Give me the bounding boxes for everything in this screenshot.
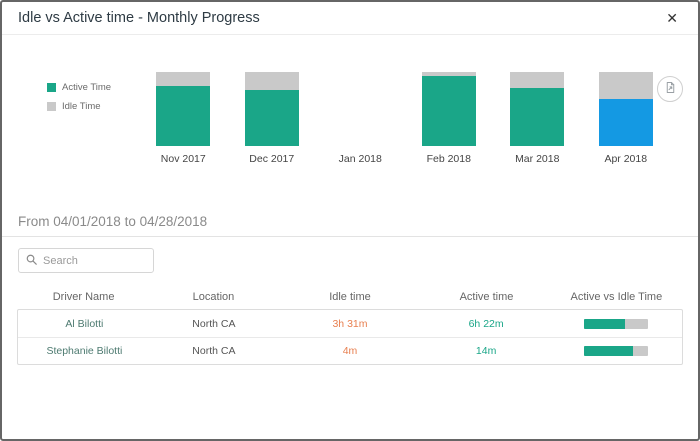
legend-label: Active Time — [62, 82, 112, 93]
bar-slot-nov-2017: Nov 2017 — [139, 72, 228, 165]
active-vs-idle-cell — [549, 318, 682, 329]
period-label: From 04/01/2018 to 04/28/2018 — [18, 214, 208, 229]
location-cell: North CA — [192, 345, 236, 357]
chart-bars: Nov 2017 Dec 2017 Jan 2018 Feb 2018 Mar 2018… — [139, 72, 670, 165]
legend-label: Idle Time — [62, 101, 101, 112]
stacked-bar[interactable] — [510, 72, 565, 146]
bar-space — [333, 72, 387, 146]
location-cell: North CA — [192, 317, 236, 330]
table-rows: Al Bilotti North CA 3h 31m 6h 22m Stephanie … — [17, 309, 683, 365]
bar-space — [156, 72, 211, 146]
export-report-icon — [664, 81, 677, 97]
bar-label: Feb 2018 — [426, 153, 471, 165]
bar-label: Jan 2018 — [338, 153, 382, 165]
monthly-progress-chart: Active Time Idle Time Nov 2017 Dec 2017 Jan… — [2, 72, 698, 205]
bar-space — [598, 72, 653, 146]
column-header-idle-time: Idle time — [329, 291, 371, 303]
active-vs-idle-bar — [583, 346, 648, 356]
export-report-button[interactable] — [657, 76, 683, 102]
search-input[interactable] — [43, 254, 146, 267]
period-row: From 04/01/2018 to 04/28/2018 — [2, 205, 698, 236]
bar-label: Mar 2018 — [515, 153, 560, 165]
active-time-cell: 14m — [475, 345, 497, 357]
idle-segment — [156, 72, 211, 87]
idle-segment — [510, 72, 565, 88]
bar-slot-dec-2017: Dec 2017 — [228, 72, 317, 165]
bar-space — [510, 72, 565, 146]
stacked-bar[interactable] — [244, 72, 299, 146]
dialog-header: Idle vs Active time - Monthly Progress ✕ — [2, 2, 698, 35]
active-vs-idle-cell — [549, 346, 682, 356]
active-fill — [583, 318, 625, 329]
legend-swatch-icon — [47, 83, 56, 92]
bar-slot-jan-2018: Jan 2018 — [316, 72, 405, 165]
idle-time-cell: 3h 31m — [332, 317, 368, 330]
idle-segment — [421, 72, 476, 76]
stacked-bar[interactable] — [598, 72, 653, 146]
table-row[interactable]: Al Bilotti North CA 3h 31m 6h 22m — [18, 310, 682, 337]
bar-space — [421, 72, 476, 146]
table-header-row: Driver Name Location Idle time Active time A… — [17, 285, 683, 309]
bar-label: Nov 2017 — [160, 153, 206, 165]
stacked-bar[interactable] — [421, 72, 476, 146]
column-header-active-time: Active time — [459, 291, 514, 303]
bar-slot-mar-2018: Mar 2018 — [493, 72, 582, 165]
search-box — [18, 248, 154, 273]
table-row[interactable]: Stephanie Bilotti North CA 4m 14m — [18, 337, 682, 364]
bar-label: Apr 2018 — [604, 153, 648, 165]
close-button[interactable]: ✕ — [660, 7, 684, 29]
bar-slot-feb-2018: Feb 2018 — [405, 72, 494, 165]
driver-name-cell: Al Bilotti — [65, 317, 104, 330]
active-fill — [583, 346, 634, 356]
bar-label: Dec 2017 — [249, 153, 295, 165]
bar-slot-apr-2018: Apr 2018 — [582, 72, 671, 165]
column-header-location: Location — [192, 291, 235, 303]
idle-segment — [598, 72, 653, 99]
search-area — [18, 248, 682, 273]
bar-space — [244, 72, 299, 146]
column-header-active-vs-idle-time: Active vs Idle Time — [570, 291, 663, 303]
active-segment — [421, 75, 476, 146]
idle-time-cell: 4m — [342, 345, 358, 357]
drivers-table: Driver Name Location Idle time Active time A… — [17, 285, 683, 365]
active-segment — [510, 87, 565, 146]
period-divider — [2, 236, 698, 237]
legend-swatch-icon — [47, 102, 56, 111]
search-icon — [26, 252, 43, 270]
stacked-bar[interactable] — [156, 72, 211, 146]
driver-name-cell: Stephanie Bilotti — [46, 345, 123, 357]
idle-segment — [244, 72, 299, 90]
chart-legend: Active Time Idle Time — [47, 72, 139, 165]
legend-item-active-time[interactable]: Active Time — [47, 82, 139, 93]
dialog-title: Idle vs Active time - Monthly Progress — [18, 10, 260, 26]
legend-item-idle-time[interactable]: Idle Time — [47, 101, 139, 112]
chart-body: Active Time Idle Time Nov 2017 Dec 2017 Jan… — [47, 72, 670, 165]
column-header-driver-name: Driver Name — [52, 291, 115, 303]
active-vs-idle-bar — [583, 318, 648, 329]
active-segment — [156, 86, 211, 146]
active-segment — [598, 98, 653, 146]
active-segment — [244, 89, 299, 146]
active-time-cell: 6h 22m — [468, 317, 504, 330]
